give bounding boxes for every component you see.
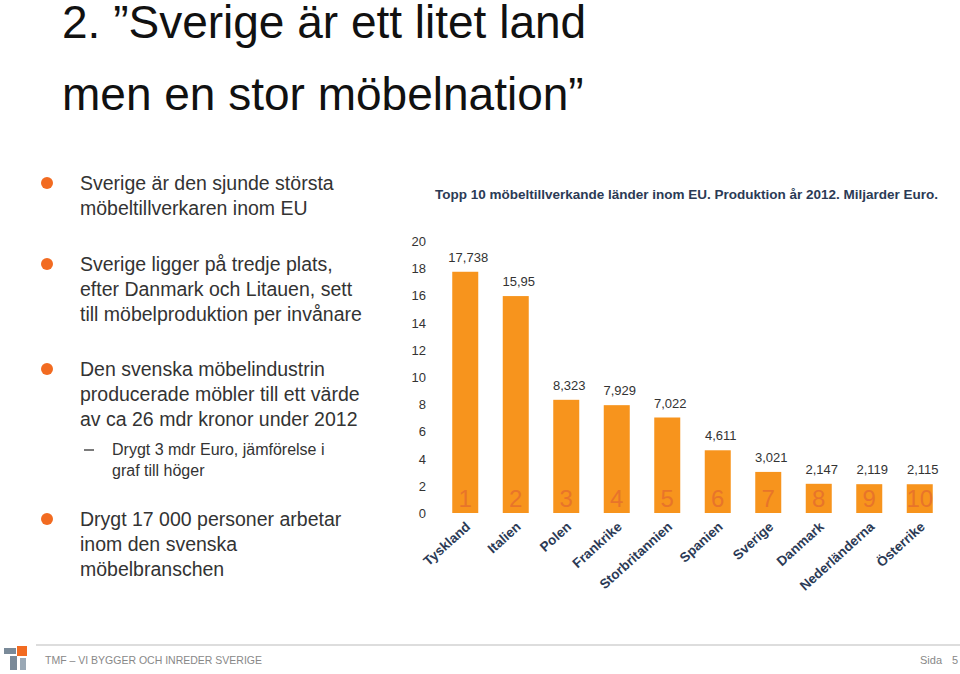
bullet-text: Drygt 17 000 personer arbetar xyxy=(80,508,342,530)
bullet-text: till möbelproduktion per invånare xyxy=(80,303,362,325)
y-tick xyxy=(429,458,432,459)
bars xyxy=(452,272,933,513)
data-label: 4,611 xyxy=(705,428,737,443)
data-label: 15,95 xyxy=(502,274,535,289)
sub-bullet-text: graf till höger xyxy=(112,462,205,479)
bullet-text: producerade möbler till ett värde xyxy=(80,383,360,405)
chart: Topp 10 möbeltillverkande länder inom EU… xyxy=(412,187,939,593)
x-tick-label: Nederländerna xyxy=(797,519,878,594)
y-tick-label: 12 xyxy=(412,343,426,358)
data-label: 8,323 xyxy=(553,378,586,393)
bar xyxy=(553,400,579,513)
y-tick xyxy=(429,349,432,350)
y-tick-label: 10 xyxy=(412,370,426,385)
slide-title: men en stor möbelnation” xyxy=(62,68,584,120)
bar xyxy=(755,472,781,513)
rank-label: 7 xyxy=(762,485,775,512)
y-tick-label: 18 xyxy=(412,261,426,276)
x-tick-label: Tyskland xyxy=(420,519,473,569)
logo-part xyxy=(17,646,27,656)
y-tick-label: 16 xyxy=(412,288,426,303)
rank-label: 5 xyxy=(661,485,674,512)
y-tick xyxy=(429,513,432,514)
x-tick-label: Österrike xyxy=(874,519,928,570)
logo xyxy=(4,646,27,670)
slide: 2. ”Sverige är ett litet land men en stor… xyxy=(0,0,960,674)
bullet-text: möbelbranschen xyxy=(80,558,224,580)
bullet-dot xyxy=(41,363,53,375)
bar xyxy=(806,484,832,513)
rank-label: 1 xyxy=(459,485,472,512)
data-label: 2,147 xyxy=(805,462,838,477)
rank-label: 3 xyxy=(560,485,573,512)
y-tick-label: 4 xyxy=(419,452,426,467)
footer-text: TMF – VI BYGGER OCH INREDER SVERIGE xyxy=(45,654,262,666)
y-tick-label: 6 xyxy=(419,424,426,439)
y-tick-label: 8 xyxy=(419,397,426,412)
bar xyxy=(705,450,731,513)
chart-title: Topp 10 möbeltillverkande länder inom EU… xyxy=(435,187,938,202)
slide-title: 2. ”Sverige är ett litet land xyxy=(62,0,586,48)
y-tick xyxy=(429,485,432,486)
rank-label: 8 xyxy=(812,485,825,512)
data-label: 2,115 xyxy=(907,462,939,477)
logo-part xyxy=(4,648,16,654)
y-tick xyxy=(429,431,432,432)
bar xyxy=(856,484,882,513)
bullet-dot xyxy=(41,258,53,270)
bullet-text: Sverige är den sjunde största xyxy=(80,172,334,194)
y-tick-label: 14 xyxy=(412,316,426,331)
x-tick-label: Storbritannien xyxy=(597,519,676,592)
x-tick-label: Sverige xyxy=(730,519,777,563)
bar xyxy=(452,272,478,513)
bullet-text: av ca 26 mdr kronor under 2012 xyxy=(80,408,358,430)
data-label: 2,119 xyxy=(856,462,888,477)
sub-bullet-text: Drygt 3 mdr Euro, jämförelse i xyxy=(112,441,325,458)
data-label: 7,929 xyxy=(603,383,636,398)
bullet-dot xyxy=(41,513,53,525)
x-tick-label: Italien xyxy=(485,519,524,556)
bullet-text: Sverige ligger på tredje plats, xyxy=(80,253,333,275)
y-tick xyxy=(429,268,432,269)
x-tick-label: Spanien xyxy=(677,519,726,565)
rank-label: 6 xyxy=(711,485,724,512)
bullet-text: inom den svenska xyxy=(80,533,237,555)
logo-part xyxy=(20,658,26,670)
x-tick-label: Polen xyxy=(537,519,574,555)
y-tick-label: 0 xyxy=(419,506,426,521)
bullet-text: efter Danmark och Litauen, sett xyxy=(80,278,353,300)
y-tick xyxy=(429,322,432,323)
logo-part xyxy=(10,656,17,670)
data-label: 3,021 xyxy=(755,450,788,465)
y-tick xyxy=(429,404,432,405)
data-label: 17,738 xyxy=(448,250,488,265)
page-number: 5 xyxy=(952,654,958,666)
y-tick xyxy=(429,295,432,296)
data-label: 7,022 xyxy=(654,396,687,411)
y-tick-label: 20 xyxy=(412,234,426,249)
rank-label: 4 xyxy=(610,485,623,512)
bullet-text: möbeltillverkaren inom EU xyxy=(80,197,308,219)
y-tick-label: 2 xyxy=(419,479,426,494)
bar xyxy=(907,484,933,513)
bullet-text: Den svenska möbelindustrin xyxy=(80,358,325,380)
sub-dash xyxy=(84,449,94,450)
bar xyxy=(604,405,630,513)
bullet-dot xyxy=(41,177,53,189)
bar xyxy=(503,296,529,513)
rank-label: 2 xyxy=(509,485,522,512)
bar xyxy=(654,418,680,513)
rank-label: 9 xyxy=(863,485,876,512)
rank-label: 10 xyxy=(906,485,933,512)
page-label: Sida xyxy=(920,654,943,666)
footer-rule xyxy=(36,645,960,646)
y-tick xyxy=(429,377,432,378)
y-tick xyxy=(429,241,432,242)
